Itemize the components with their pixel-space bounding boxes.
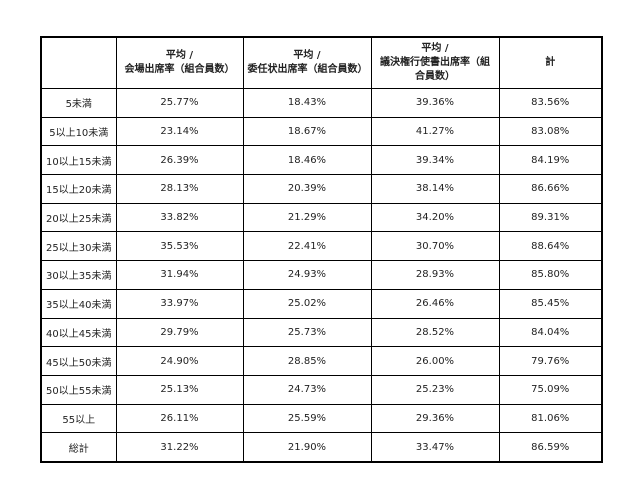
- cell: 23.14%: [115, 116, 244, 147]
- cell: 25.13%: [115, 374, 244, 405]
- cell: 28.13%: [115, 174, 244, 204]
- cell: 24.90%: [115, 346, 244, 376]
- cell: 24.93%: [242, 260, 372, 290]
- cell: 83.08%: [498, 116, 603, 147]
- cell: 86.59%: [498, 432, 603, 463]
- cell: 79.76%: [498, 346, 603, 376]
- cell: 18.67%: [242, 116, 372, 147]
- cell: 29.79%: [115, 317, 244, 348]
- cell: 29.36%: [370, 403, 500, 434]
- cell: 21.29%: [242, 202, 372, 233]
- row-label: 55以上: [40, 403, 117, 434]
- cell: 39.36%: [370, 88, 500, 118]
- cell: 25.77%: [115, 88, 244, 118]
- row-label: 50以上55未満: [40, 374, 117, 405]
- table-row: 25以上30未満 35.53% 22.41% 30.70% 88.64%: [40, 231, 603, 262]
- row-label: 10以上15未満: [40, 145, 117, 176]
- header-cell: 計: [498, 36, 603, 89]
- header-line: 平均 /: [293, 50, 321, 61]
- header-line: 平均 /: [421, 43, 449, 54]
- cell: 84.04%: [498, 317, 603, 348]
- table-row: 45以上50未満 24.90% 28.85% 26.00% 79.76%: [40, 346, 603, 376]
- cell: 35.53%: [115, 231, 244, 262]
- table-row: 50以上55未満 25.13% 24.73% 25.23% 75.09%: [40, 374, 603, 405]
- cell: 18.46%: [242, 145, 372, 176]
- cell: 24.73%: [242, 374, 372, 405]
- cell: 84.19%: [498, 145, 603, 176]
- table-row: 40以上45未満 29.79% 25.73% 28.52% 84.04%: [40, 317, 603, 348]
- cell: 34.20%: [370, 202, 500, 233]
- table-row: 総計 31.22% 21.90% 33.47% 86.59%: [40, 432, 603, 463]
- cell: 33.97%: [115, 288, 244, 319]
- row-label: 5以上10未満: [40, 116, 117, 147]
- table-row: 35以上40未満 33.97% 25.02% 26.46% 85.45%: [40, 288, 603, 319]
- cell: 25.23%: [370, 374, 500, 405]
- cell: 41.27%: [370, 116, 500, 147]
- header-line: 平均 /: [165, 50, 194, 61]
- cell: 25.73%: [242, 317, 372, 348]
- header-cell: 平均 / 会場出席率（組合員数）: [115, 36, 244, 89]
- header-cell: 平均 / 委任状出席率（組合員数）: [242, 36, 372, 89]
- cell: 25.02%: [242, 288, 372, 319]
- cell: 81.06%: [498, 403, 603, 434]
- row-label: 45以上50未満: [40, 346, 117, 376]
- header-line: 議決権行使書出席率（組合員数）: [380, 57, 490, 82]
- table-row: 5未満 25.77% 18.43% 39.36% 83.56%: [40, 88, 603, 118]
- cell: 83.56%: [498, 88, 603, 118]
- cell: 33.47%: [370, 432, 500, 463]
- header-cell: 平均 / 議決権行使書出席率（組合員数）: [370, 36, 500, 89]
- table-row: 55以上 26.11% 25.59% 29.36% 81.06%: [40, 403, 603, 434]
- table-row: 15以上20未満 28.13% 20.39% 38.14% 86.66%: [40, 174, 603, 204]
- cell: 88.64%: [498, 231, 603, 262]
- row-label: 総計: [40, 432, 117, 463]
- row-label: 5未満: [40, 88, 117, 118]
- cell: 20.39%: [242, 174, 372, 204]
- cell: 31.22%: [115, 432, 244, 463]
- header-cell: [40, 36, 117, 89]
- cell: 21.90%: [242, 432, 372, 463]
- row-label: 35以上40未満: [40, 288, 117, 319]
- cell: 85.80%: [498, 260, 603, 290]
- row-label: 20以上25未満: [40, 202, 117, 233]
- cell: 39.34%: [370, 145, 500, 176]
- table-row: 20以上25未満 33.82% 21.29% 34.20% 89.31%: [40, 202, 603, 233]
- cell: 75.09%: [498, 374, 603, 405]
- cell: 33.82%: [115, 202, 244, 233]
- cell: 26.00%: [370, 346, 500, 376]
- table-row: 5以上10未満 23.14% 18.67% 41.27% 83.08%: [40, 116, 603, 147]
- data-table: 平均 / 会場出席率（組合員数） 平均 / 委任状出席率（組合員数） 平均 / 議決権行使…: [40, 36, 603, 463]
- cell: 38.14%: [370, 174, 500, 204]
- table-row: 30以上35未満 31.94% 24.93% 28.93% 85.80%: [40, 260, 603, 290]
- row-label: 30以上35未満: [40, 260, 117, 290]
- row-label: 40以上45未満: [40, 317, 117, 348]
- header-row: 平均 / 会場出席率（組合員数） 平均 / 委任状出席率（組合員数） 平均 / 議決権行使…: [40, 36, 603, 89]
- header-line: 会場出席率（組合員数）: [124, 64, 235, 75]
- cell: 85.45%: [498, 288, 603, 319]
- table-row: 10以上15未満 26.39% 18.46% 39.34% 84.19%: [40, 145, 603, 176]
- cell: 28.52%: [370, 317, 500, 348]
- row-label: 15以上20未満: [40, 174, 117, 204]
- cell: 26.11%: [115, 403, 244, 434]
- cell: 26.46%: [370, 288, 500, 319]
- header-line: 委任状出席率（組合員数）: [247, 64, 368, 75]
- cell: 31.94%: [115, 260, 244, 290]
- cell: 30.70%: [370, 231, 500, 262]
- table-body: 5未満 25.77% 18.43% 39.36% 83.56% 5以上10未満 23.14%…: [40, 88, 603, 463]
- cell: 22.41%: [242, 231, 372, 262]
- cell: 26.39%: [115, 145, 244, 176]
- row-label: 25以上30未満: [40, 231, 117, 262]
- cell: 25.59%: [242, 403, 372, 434]
- cell: 28.93%: [370, 260, 500, 290]
- cell: 86.66%: [498, 174, 603, 204]
- cell: 28.85%: [242, 346, 372, 376]
- cell: 18.43%: [242, 88, 372, 118]
- cell: 89.31%: [498, 202, 603, 233]
